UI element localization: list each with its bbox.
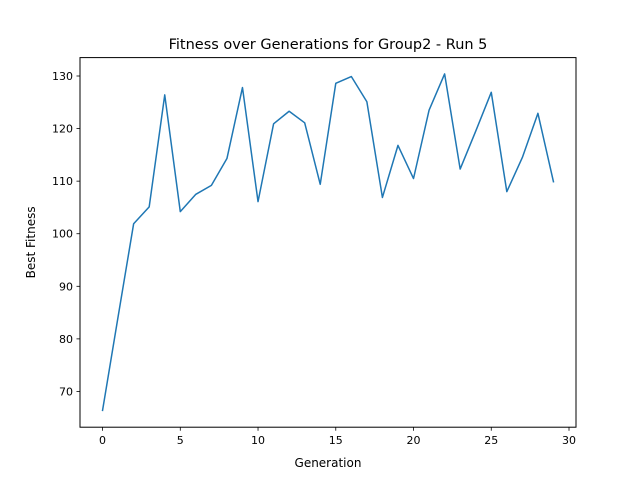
x-tick-label: 25 xyxy=(484,434,498,447)
plot-frame xyxy=(79,57,577,428)
y-tick-label: 90 xyxy=(59,280,73,293)
y-axis-label: Best Fitness xyxy=(24,206,38,278)
x-tick-label: 15 xyxy=(329,434,343,447)
series-line xyxy=(101,73,555,412)
x-tick-label: 30 xyxy=(562,434,576,447)
y-tick-label: 70 xyxy=(59,385,73,398)
x-tick-label: 20 xyxy=(407,434,421,447)
x-tick-label: 0 xyxy=(99,434,106,447)
x-axis-label: Generation xyxy=(295,456,362,470)
y-tick-label: 130 xyxy=(52,70,73,83)
chart-title: Fitness over Generations for Group2 - Ru… xyxy=(169,37,488,53)
y-tick-label: 120 xyxy=(52,123,73,136)
x-tick-label: 5 xyxy=(177,434,184,447)
y-tick-label: 110 xyxy=(52,175,73,188)
x-tick-label: 10 xyxy=(251,434,265,447)
y-tick-label: 100 xyxy=(52,228,73,241)
y-tick-label: 80 xyxy=(59,333,73,346)
